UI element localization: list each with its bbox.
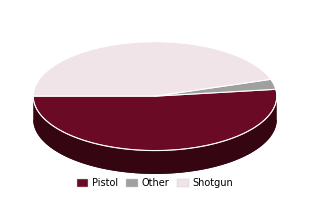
Polygon shape bbox=[33, 42, 271, 96]
Legend: Pistol, Other, Shotgun: Pistol, Other, Shotgun bbox=[73, 175, 237, 192]
Polygon shape bbox=[155, 79, 276, 96]
Polygon shape bbox=[33, 89, 277, 151]
Polygon shape bbox=[33, 119, 277, 174]
Polygon shape bbox=[33, 96, 277, 174]
